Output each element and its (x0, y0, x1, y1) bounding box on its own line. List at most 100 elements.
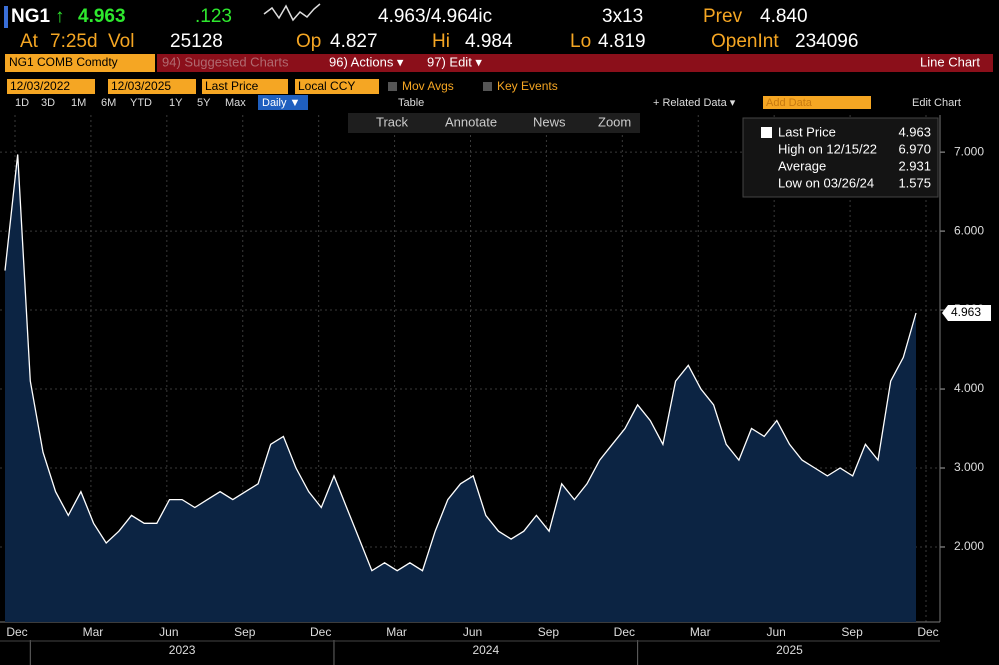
symbol: NG1 (11, 6, 51, 27)
checkbox[interactable] (388, 82, 397, 91)
x-tick-label: Dec (614, 625, 635, 639)
high: 4.984 (465, 31, 513, 52)
period-button[interactable]: Max (225, 97, 246, 109)
currency-box[interactable] (295, 79, 379, 94)
legend-swatch (761, 127, 772, 138)
mov-avgs[interactable]: Mov Avgs (402, 79, 454, 93)
x-tick-label: Sep (234, 625, 256, 639)
legend-label: High on 12/15/22 (778, 141, 877, 156)
y-tick-label: 3.000 (954, 460, 984, 474)
legend-label: Low on 03/26/24 (778, 175, 874, 190)
legend-value: 6.970 (898, 141, 931, 156)
table-button[interactable]: Table (398, 97, 424, 109)
actions-menu[interactable]: 96) Actions ▾ (329, 54, 404, 69)
period-button[interactable]: 1M (71, 97, 86, 109)
menu-bar (157, 54, 993, 72)
x-tick-label: Jun (159, 625, 178, 639)
security-box[interactable] (5, 54, 155, 72)
legend-box (742, 117, 939, 198)
at-label: At (20, 31, 39, 52)
field-box[interactable] (202, 79, 288, 94)
x-tick-label: Dec (6, 625, 27, 639)
x-tick-label: Mar (83, 625, 104, 639)
add-data[interactable]: Add Data (766, 97, 813, 109)
field[interactable]: Last Price (205, 79, 259, 93)
security[interactable]: NG1 COMB Comdty (9, 55, 118, 69)
prev-label: Prev (703, 6, 743, 27)
suggested-charts[interactable]: 94) Suggested Charts (162, 54, 289, 69)
low-label: Lo (570, 31, 591, 52)
vol: 25128 (170, 31, 223, 52)
key-events[interactable]: Key Events (497, 79, 558, 93)
y-tick-label: 7.000 (954, 144, 984, 158)
arrow: ↑ (55, 6, 65, 27)
end-date[interactable]: 12/03/2025 (111, 79, 171, 93)
x-tick-label: Dec (310, 625, 331, 639)
chart-type[interactable]: Line Chart (920, 54, 980, 69)
year-label: 2025 (776, 643, 803, 657)
x-tick-label: Dec (917, 625, 938, 639)
add-data-box[interactable] (763, 96, 871, 109)
y-tick-label: 4.000 (954, 381, 984, 395)
period-buttons: 1D 3D 1M 6M YTD 1Y 5Y Max (15, 97, 246, 109)
open-interest: 234096 (795, 31, 858, 52)
x-tick-label: Sep (841, 625, 863, 639)
time: 7:25d (50, 31, 98, 52)
tool-button[interactable]: Track (376, 114, 409, 129)
y-tick-label: 2.000 (954, 539, 984, 553)
tool-button[interactable]: Annotate (445, 114, 497, 129)
tools-bar (348, 113, 640, 133)
start-date[interactable]: 12/03/2022 (10, 79, 70, 93)
period-button[interactable]: 1D (15, 97, 29, 109)
change: .123 (195, 6, 232, 27)
period-button[interactable]: YTD (130, 97, 152, 109)
price-line (4, 154, 917, 572)
frequency[interactable]: Daily ▼ (262, 97, 300, 109)
year-label: 2024 (472, 643, 499, 657)
prev: 4.840 (760, 6, 808, 27)
x-tick-label: Jun (766, 625, 785, 639)
x-tick-label: Sep (538, 625, 560, 639)
x-tick-label: Jun (463, 625, 482, 639)
last-price: 4.963 (78, 6, 126, 27)
low: 4.819 (598, 31, 646, 52)
current-value-tag (942, 304, 991, 321)
edit-menu[interactable]: 97) Edit ▾ (427, 54, 482, 69)
legend-value: 4.963 (898, 124, 931, 139)
legend-label: Last Price (778, 124, 836, 139)
plot: 2.0003.0004.0005.0006.0007.000DecMarJunS… (0, 115, 991, 665)
period-button[interactable]: 5Y (197, 97, 211, 109)
x-tick-label: Mar (386, 625, 407, 639)
area-fill (5, 154, 916, 622)
period-button[interactable]: 3D (41, 97, 55, 109)
start-date-box[interactable] (7, 79, 95, 94)
legend-value: 2.931 (898, 158, 931, 173)
current-value-label: 4.963 (951, 305, 981, 319)
y-tick-label: 6.000 (954, 223, 984, 237)
open: 4.827 (330, 31, 378, 52)
currency[interactable]: Local CCY (298, 79, 355, 93)
symbol-marker (4, 6, 8, 28)
x-tick-label: Mar (690, 625, 711, 639)
related-data[interactable]: + Related Data ▾ (653, 97, 736, 109)
legend: Last Price 4.963 High on 12/15/22 6.970 Aver… (778, 124, 931, 190)
period-button[interactable]: 1Y (169, 97, 183, 109)
oi-label: OpenInt (711, 31, 779, 52)
tool-button[interactable]: News (533, 114, 566, 129)
sparkline-icon (263, 3, 321, 22)
open-label: Op (296, 31, 321, 52)
period-button[interactable]: 6M (101, 97, 116, 109)
frequency-box[interactable] (258, 95, 308, 110)
size: 3x13 (602, 6, 643, 27)
tool-button[interactable]: Zoom (598, 114, 631, 129)
high-label: Hi (432, 31, 450, 52)
edit-chart[interactable]: Edit Chart (912, 97, 961, 109)
tools: Track Annotate News Zoom (376, 114, 631, 129)
legend-label: Average (778, 158, 826, 173)
checkbox[interactable] (483, 82, 492, 91)
bid-ask: 4.963/4.964ic (378, 6, 492, 27)
year-label: 2023 (169, 643, 196, 657)
end-date-box[interactable] (108, 79, 196, 94)
vol-label: Vol (108, 31, 134, 52)
